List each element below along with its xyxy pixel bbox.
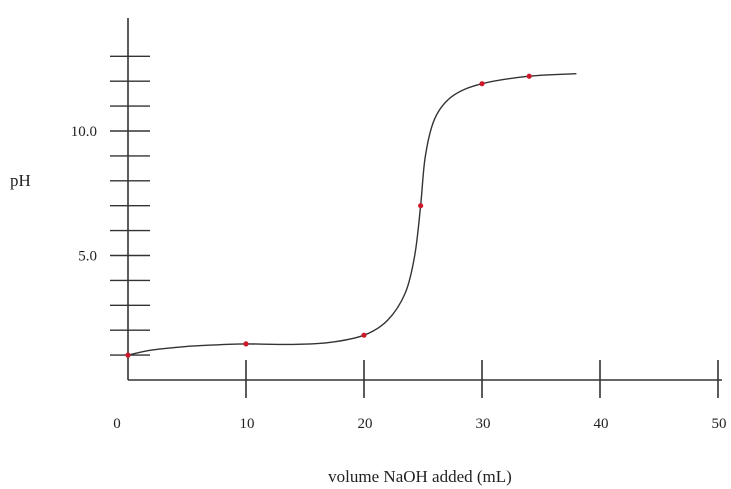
x-tick-label: 0 (113, 416, 121, 432)
x-tick-label: 50 (712, 416, 727, 432)
x-tick-label: 10 (240, 416, 255, 432)
data-point (361, 332, 367, 338)
data-point (125, 352, 131, 358)
x-tick-labels: 0 10 20 30 40 50 (113, 416, 726, 432)
data-point (526, 73, 532, 79)
data-points (125, 73, 532, 358)
data-point (418, 203, 424, 209)
data-point (243, 341, 249, 347)
y-tick-label: 10.0 (71, 124, 97, 140)
x-ticks (245, 360, 719, 398)
x-tick-label: 30 (476, 416, 491, 432)
x-tick-label: 20 (358, 416, 373, 432)
titration-curve (127, 73, 577, 356)
y-tick-labels: 5.0 10.0 (71, 124, 97, 265)
y-axis-title: pH (10, 171, 31, 190)
x-tick-label: 40 (594, 416, 609, 432)
y-tick-label: 5.0 (78, 249, 97, 265)
y-minor-ticks (110, 55, 150, 356)
data-point (479, 81, 485, 87)
x-axis-title: volume NaOH added (mL) (328, 467, 512, 486)
